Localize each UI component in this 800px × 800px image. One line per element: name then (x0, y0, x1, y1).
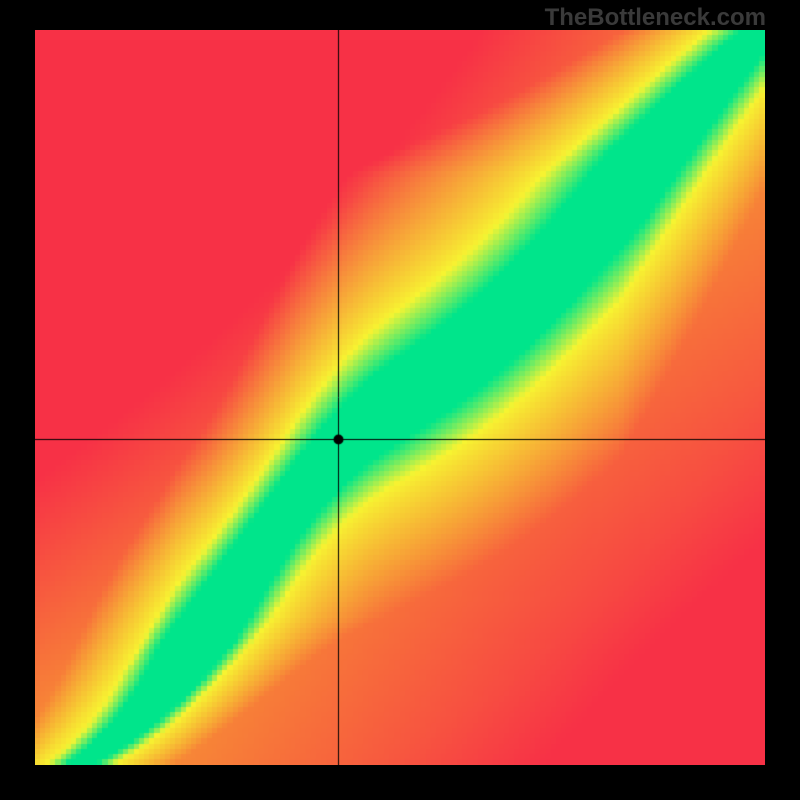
bottleneck-heatmap (35, 30, 765, 765)
chart-container: TheBottleneck.com (0, 0, 800, 800)
watermark-text: TheBottleneck.com (545, 4, 766, 32)
